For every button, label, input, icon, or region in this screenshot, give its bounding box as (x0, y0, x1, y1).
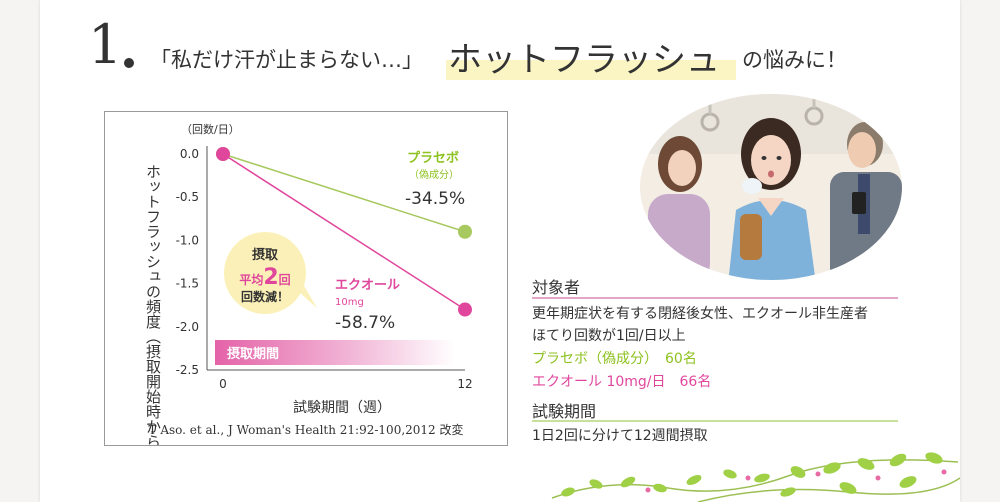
placebo-change: -34.5% (405, 189, 465, 209)
x-axis-label: 試験期間（週） (293, 400, 391, 416)
placebo-count: プラセボ（偽成分） 60名 (532, 351, 697, 367)
heading-keyword: ホットフラッシュ (448, 40, 720, 80)
y-tick-label: -2.0 (176, 320, 199, 334)
section-number: 1 (88, 13, 123, 76)
ecole-point-0 (216, 147, 230, 161)
subjects-line2: ほてり回数が1回/日以上 (532, 328, 686, 344)
subjects-line1: 更年期症状を有する閉経後女性、エクオール非生産者 (532, 306, 868, 322)
citation: T Aso. et al., J Woman's Health 21:92-10… (149, 422, 464, 437)
placebo-name: プラセボ (407, 150, 459, 166)
intake-period-label: 摂取期間 (227, 346, 279, 362)
placebo-sub: （偽成分） (409, 168, 459, 181)
y-tick-label: -1.5 (176, 277, 199, 291)
y-axis-label: ホットフラッシュの頻度（摂取開始時からの変化） (144, 164, 162, 445)
y-tick-label: -2.5 (176, 363, 199, 377)
y-tick-label: -1.0 (176, 233, 199, 247)
period-line: 1日2回に分けて12週間摂取 (532, 428, 708, 444)
y-tick-label: -0.5 (176, 190, 199, 204)
ecole-change: -58.7% (335, 313, 395, 333)
leaf-vine-decoration (551, 452, 960, 502)
y-unit-label: （回数/日） (181, 123, 240, 136)
series-layer (216, 147, 472, 317)
section-number-dot (124, 58, 134, 68)
heading-quote: 「私だけ汗が止まらない…」 (150, 48, 423, 72)
intake-period-bar (215, 340, 455, 365)
chart-svg: （回数/日） ホットフラッシュの頻度（摂取開始時からの変化） 0.0 -0.5 -1… (144, 123, 473, 445)
ecole-point-1 (458, 302, 472, 317)
ecole-series-line (222, 153, 466, 311)
bubble-tail (299, 284, 317, 308)
ecole-name: エクオール (335, 278, 400, 293)
x-tick-label: 0 (219, 377, 227, 391)
x-tick-group: 0 12 (219, 377, 472, 391)
chart-frame: （回数/日） ホットフラッシュの頻度（摂取開始時からの変化） 0.0 -0.5 -1… (104, 111, 508, 446)
bubble-shape (224, 232, 306, 314)
subjects-title: 対象者 (532, 278, 581, 297)
bubble-line3: 回数減！ (241, 289, 289, 304)
ecole-sub: 10mg (335, 297, 364, 308)
commuter-illustration (640, 94, 902, 280)
y-tick-label: 0.0 (180, 147, 199, 161)
period-title: 試験期間 (532, 402, 597, 421)
placebo-point-1 (458, 224, 472, 239)
keyword-highlight (446, 60, 736, 80)
heading-tail: の悩みに！ (742, 48, 847, 72)
subjects-rule (532, 297, 898, 299)
bubble-line2: 平均2回 (239, 265, 290, 290)
bubble-line1: 摂取 (252, 247, 279, 263)
ecole-count: エクオール 10mg/日 66名 (532, 374, 712, 390)
x-tick-label: 12 (457, 377, 472, 391)
placebo-series-line (222, 153, 466, 233)
y-tick-group: 0.0 -0.5 -1.0 -1.5 -2.0 -2.5 (176, 147, 199, 377)
period-rule (532, 420, 898, 422)
